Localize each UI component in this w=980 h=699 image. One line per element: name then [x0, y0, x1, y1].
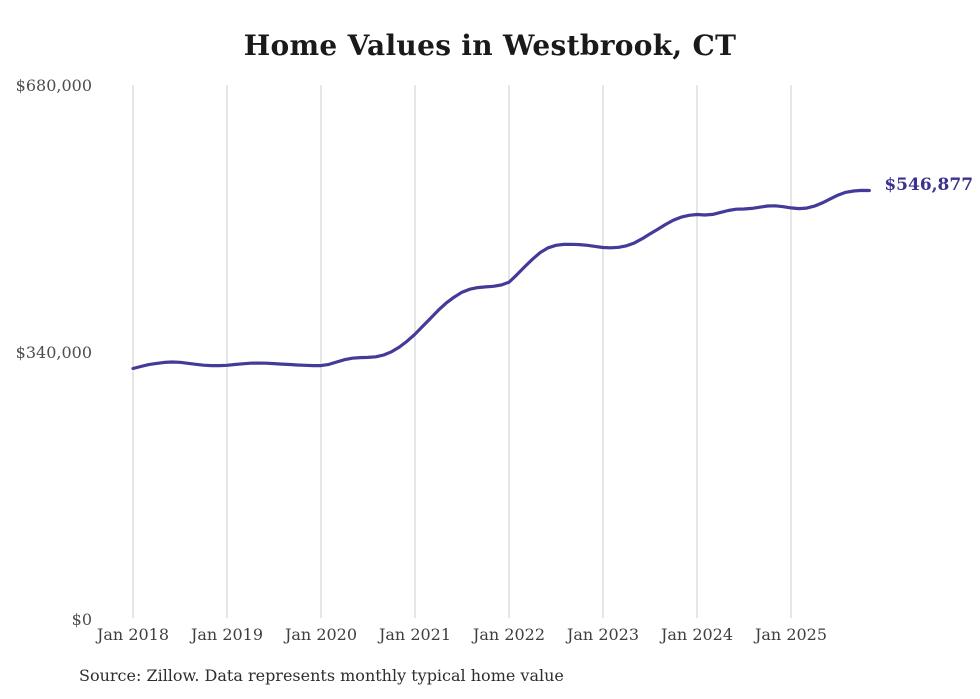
x-axis-tick-label: Jan 2024	[660, 625, 734, 644]
y-axis-tick-label: $0	[71, 610, 92, 629]
latest-value-label: $546,877	[884, 174, 974, 195]
x-axis-tick-label: Jan 2021	[378, 625, 452, 644]
home-value-line	[131, 188, 871, 371]
x-axis-tick-label: Jan 2022	[472, 625, 546, 644]
x-axis-tick-label: Jan 2025	[754, 625, 828, 644]
x-axis-tick-label: Jan 2023	[566, 625, 640, 644]
x-axis-tick-label: Jan 2019	[190, 625, 264, 644]
x-axis-tick-label: Jan 2018	[96, 625, 170, 644]
chart-title: Home Values in Westbrook, CT	[243, 29, 737, 62]
y-axis-tick-label: $680,000	[15, 76, 92, 95]
y-axis-tick-label: $340,000	[15, 343, 92, 362]
source-note: Source: Zillow. Data represents monthly …	[79, 666, 564, 685]
x-axis-tick-label: Jan 2020	[284, 625, 358, 644]
